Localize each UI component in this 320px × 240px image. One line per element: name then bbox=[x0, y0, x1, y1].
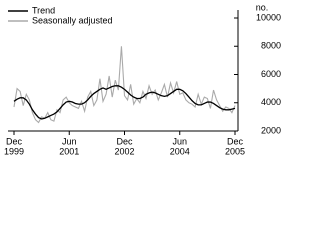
y-axis-label: no. bbox=[256, 2, 269, 12]
y-tick-label: 10000 bbox=[256, 12, 281, 22]
x-tick-label: Jun bbox=[172, 136, 187, 146]
x-tick-label: 2001 bbox=[59, 146, 79, 156]
x-tick-label: Dec bbox=[6, 136, 23, 146]
x-tick-label: 2004 bbox=[170, 146, 190, 156]
y-tick-label: 8000 bbox=[261, 41, 281, 51]
y-tick-label: 6000 bbox=[261, 69, 281, 79]
chart: no. 200040006000800010000Dec1999Jun2001D… bbox=[4, 2, 281, 156]
x-tick-label: Dec bbox=[227, 136, 244, 146]
x-tick-label: 2005 bbox=[225, 146, 245, 156]
x-tick-label: Jun bbox=[62, 136, 77, 146]
y-tick-label: 4000 bbox=[261, 97, 281, 107]
series-line bbox=[13, 85, 236, 120]
x-tick-label: Dec bbox=[116, 136, 133, 146]
series-line bbox=[13, 46, 236, 124]
legend-label: Trend bbox=[32, 5, 55, 15]
x-tick-label: 2002 bbox=[114, 146, 134, 156]
legend-label: Seasonally adjusted bbox=[32, 15, 113, 25]
y-tick-label: 2000 bbox=[261, 125, 281, 135]
x-tick-label: 1999 bbox=[4, 146, 24, 156]
